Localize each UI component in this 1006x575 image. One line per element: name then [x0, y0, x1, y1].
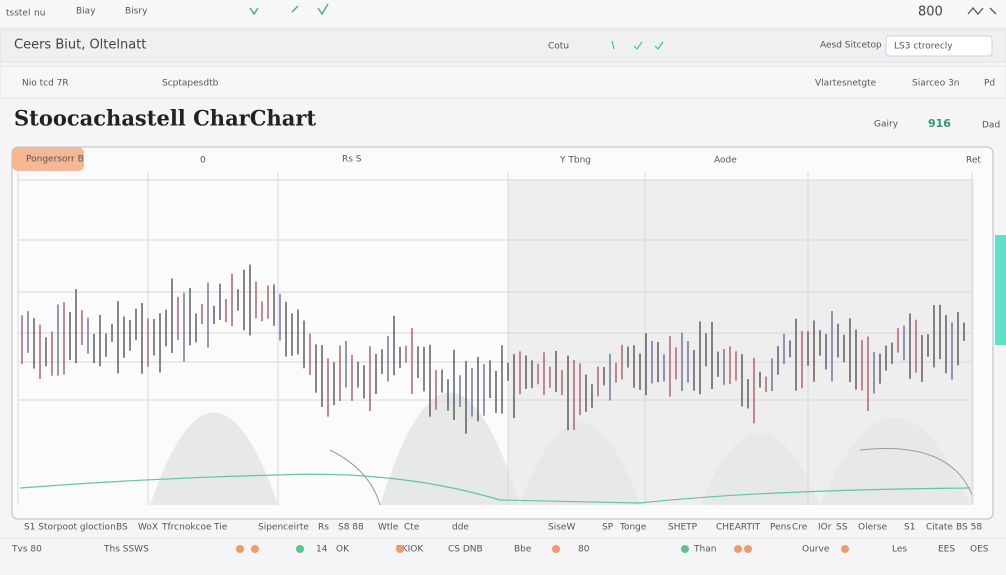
toolbar-item[interactable]: 800 [918, 5, 943, 20]
account-box[interactable] [885, 35, 993, 57]
sub-nav-item[interactable]: Scptapesdtb [162, 79, 219, 89]
search[interactable]: Aesd Sitcetop [820, 41, 882, 51]
legend-item[interactable]: Wtle [378, 523, 399, 533]
toolbar-icons[interactable] [249, 3, 329, 16]
legend-item[interactable]: S8 88 [338, 523, 364, 533]
footer-item[interactable]: 14 [316, 545, 328, 555]
shade-hill [820, 417, 970, 505]
menu[interactable]: Cotu [548, 42, 569, 52]
legend-item[interactable]: SS [836, 523, 848, 533]
footer-item[interactable]: Bbe [514, 545, 532, 555]
footer-row: Tvs 80 Ths SSWS 14 OK SKIOK CS DNB Bbe 80 Than Ou… [11, 545, 989, 555]
plot-area [17, 172, 974, 506]
status-dot [552, 545, 560, 553]
app-name[interactable]: Ceers Biut, Oltelnatt [14, 38, 146, 53]
legend-item[interactable]: S1 Storpoot gloction [24, 523, 116, 533]
header-control[interactable]: Gairy [874, 120, 899, 130]
chart-tab[interactable]: Ret [966, 156, 981, 166]
status-dot [296, 545, 304, 553]
legend-item[interactable]: WoX [138, 523, 158, 533]
toolbar-item[interactable]: Bisry [125, 7, 148, 17]
legend-item[interactable]: BS [116, 523, 128, 533]
footer-item[interactable]: Les [892, 545, 907, 555]
footer-item[interactable]: SKIOK [396, 545, 424, 555]
legend-item[interactable]: Tonge [619, 523, 647, 533]
legend-item[interactable]: Tie [213, 523, 228, 533]
header-control[interactable]: Dad [982, 121, 1000, 131]
footer-item[interactable]: Ourve [802, 545, 830, 555]
header-control[interactable]: 916 [928, 117, 951, 130]
legend-item[interactable]: Sipenceirte [258, 523, 309, 533]
status-dot [251, 545, 259, 553]
curve [329, 447, 973, 506]
shade-hill [150, 412, 278, 505]
chart-tab[interactable]: 0 [200, 156, 206, 166]
legend-item[interactable]: Rs [318, 523, 329, 533]
account[interactable]: LS3 ctrorecly [894, 42, 953, 52]
legend-item[interactable]: Tfrcnokcoe [161, 523, 212, 533]
sub-nav-item[interactable]: Siarceo 3n [912, 79, 960, 89]
toolbar [0, 0, 1006, 26]
sub-nav-item[interactable]: Vlartesnetgte [815, 79, 877, 89]
toolbar-item[interactable]: tsstel [6, 9, 30, 19]
sub-nav [0, 65, 1006, 99]
status-dot [744, 545, 752, 553]
legend-row: S1 Storpoot gloction BS WoX Tfrcnokcoe Tie Si… [24, 523, 982, 533]
legend-item[interactable]: BS 58 [956, 523, 982, 533]
status-dot [396, 545, 404, 553]
nav-bar [0, 28, 1006, 63]
footer-item[interactable]: EES [938, 545, 955, 555]
toolbar-item[interactable]: nu [34, 9, 45, 19]
legend-item[interactable]: CHEARTIT [716, 523, 761, 533]
footer-item[interactable]: OES [970, 545, 989, 555]
shade-hill [520, 422, 640, 505]
footer-item[interactable]: Ths SSWS [103, 545, 149, 555]
legend-item[interactable]: Cte [404, 523, 420, 533]
sub-nav-item[interactable]: Nio tcd 7R [22, 79, 69, 89]
footer-item[interactable]: CS DNB [448, 545, 483, 555]
legend-item[interactable]: Pens [770, 523, 791, 533]
footer-item[interactable]: Tvs 80 [11, 545, 42, 555]
sub-nav-item[interactable]: Pd [984, 79, 995, 89]
status-dot [734, 545, 742, 553]
legend-item[interactable]: Cre [792, 523, 808, 533]
chart-tab[interactable]: Pongersorr B [26, 155, 84, 165]
status-dot [841, 545, 849, 553]
legend-item[interactable]: IOr [818, 523, 832, 533]
shade-hill [380, 392, 520, 505]
scroll-indicator[interactable] [995, 235, 1006, 345]
legend-item[interactable]: SP [602, 523, 614, 533]
active-tab[interactable] [12, 147, 84, 171]
legend-item[interactable]: Olerse [858, 523, 888, 533]
status-dot [236, 545, 244, 553]
legend-item[interactable]: S1 [904, 523, 915, 533]
toolbar-item[interactable]: Biay [76, 7, 96, 17]
legend-item[interactable]: SiseW [548, 523, 575, 533]
legend-item[interactable]: dde [452, 523, 469, 533]
toolbar-icons[interactable] [967, 6, 997, 16]
footer-item[interactable]: OK [336, 545, 350, 555]
legend-item[interactable]: SHETP [668, 523, 698, 533]
legend-item[interactable]: Citate [926, 523, 953, 533]
footer-item[interactable]: 80 [578, 545, 590, 555]
chart-tab[interactable]: Y Tbng [559, 156, 591, 166]
footer-item[interactable]: Than [693, 545, 716, 555]
shade-hill [700, 432, 820, 505]
trend-line [19, 473, 971, 504]
chart-tab[interactable]: Rs S [342, 155, 362, 165]
page-title: Stoocachastell CharChart [14, 106, 316, 131]
status-dot [681, 545, 689, 553]
chart-tab[interactable]: Aode [714, 156, 737, 166]
nav-icons [611, 40, 664, 50]
